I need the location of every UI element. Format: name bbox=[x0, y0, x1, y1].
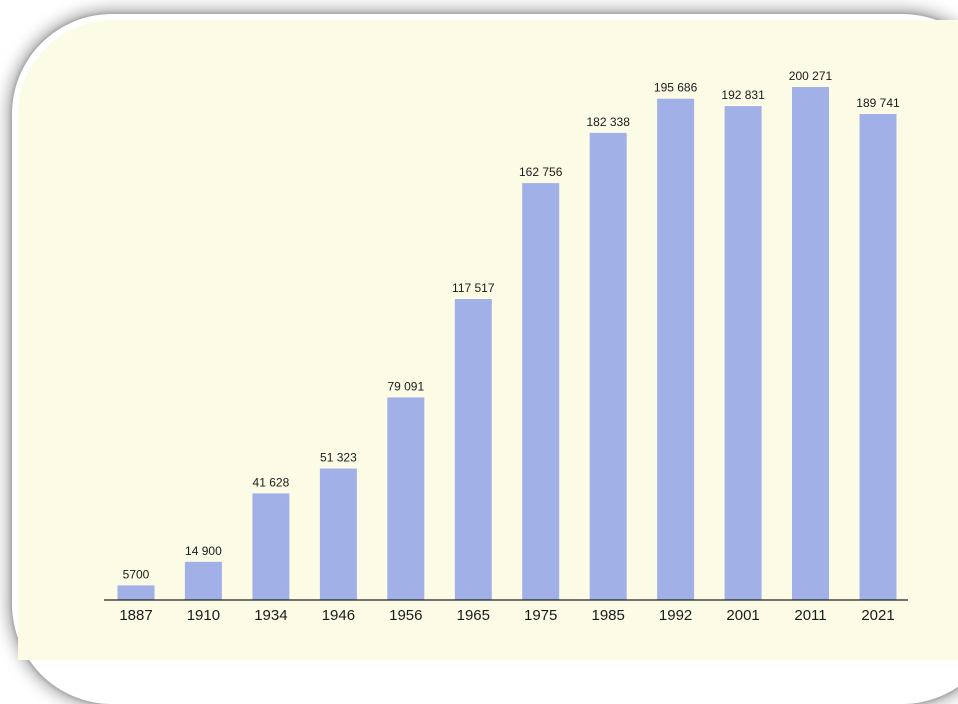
x-tick-label-1965: 1965 bbox=[457, 607, 490, 624]
bar-1956 bbox=[387, 397, 425, 600]
value-label-2001: 192 831 bbox=[721, 88, 765, 102]
bar-2021 bbox=[859, 114, 897, 600]
bar-chart: 5700 14 900 41 628 51 323 79 091 117 517 162 7… bbox=[104, 69, 908, 624]
bar-2001 bbox=[724, 106, 762, 600]
bar-1965 bbox=[454, 299, 492, 600]
value-label-1887: 5700 bbox=[123, 567, 150, 581]
value-label-1934: 41 628 bbox=[253, 475, 290, 489]
value-label-1946: 51 323 bbox=[320, 451, 357, 465]
value-label-1956: 79 091 bbox=[387, 379, 424, 393]
x-tick-label-1975: 1975 bbox=[524, 607, 557, 624]
x-tick-label-1992: 1992 bbox=[659, 607, 692, 624]
x-tick-label-2021: 2021 bbox=[861, 607, 894, 624]
x-tick-label-2001: 2001 bbox=[726, 607, 759, 624]
value-label-1992: 195 686 bbox=[654, 81, 698, 95]
x-tick-label-1934: 1934 bbox=[254, 607, 287, 624]
bar-1887 bbox=[117, 585, 155, 600]
bar-1992 bbox=[657, 98, 695, 600]
value-label-1975: 162 756 bbox=[519, 165, 563, 179]
x-tick-label-1887: 1887 bbox=[119, 607, 152, 624]
value-label-1985: 182 338 bbox=[587, 115, 631, 129]
value-label-2011: 200 271 bbox=[789, 69, 833, 83]
x-tick-label-1956: 1956 bbox=[389, 607, 422, 624]
bar-1934 bbox=[252, 493, 290, 600]
bar-2011 bbox=[792, 87, 829, 600]
bar-1985 bbox=[589, 132, 627, 600]
x-tick-label-1910: 1910 bbox=[187, 607, 220, 624]
x-tick-label-1946: 1946 bbox=[322, 607, 355, 624]
bar-1975 bbox=[522, 183, 560, 600]
bar-1910 bbox=[184, 561, 222, 600]
bar-1946 bbox=[319, 468, 357, 600]
value-label-1965: 117 517 bbox=[452, 281, 495, 295]
x-tick-label-1985: 1985 bbox=[592, 607, 625, 624]
value-label-1910: 14 900 bbox=[185, 544, 222, 558]
value-label-2021: 189 741 bbox=[856, 96, 900, 110]
x-tick-label-2011: 2011 bbox=[794, 607, 826, 624]
